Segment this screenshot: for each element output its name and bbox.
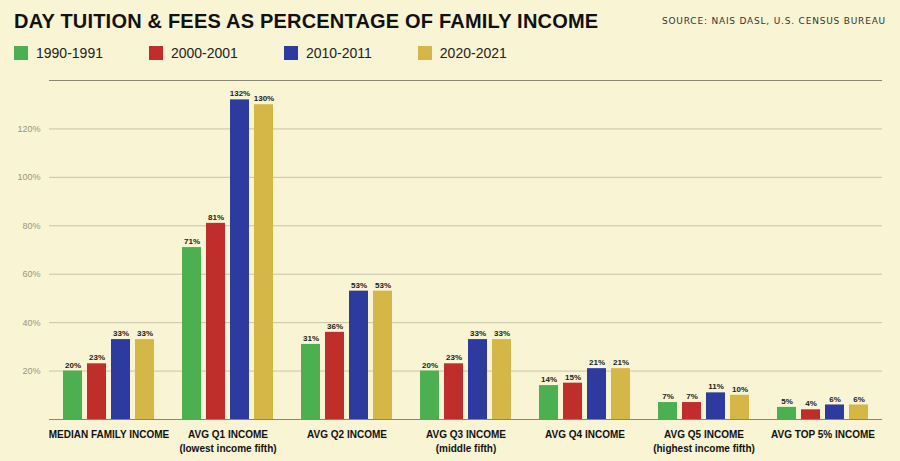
svg-text:31%: 31% [303,334,319,343]
svg-text:40%: 40% [22,318,40,328]
svg-text:100%: 100% [17,172,40,182]
svg-text:20%: 20% [22,366,40,376]
svg-text:60%: 60% [22,269,40,279]
svg-text:5%: 5% [781,397,793,406]
svg-text:MEDIAN FAMILY INCOME: MEDIAN FAMILY INCOME [49,429,170,440]
svg-text:120%: 120% [17,124,40,134]
svg-text:AVG Q5 INCOME(highest income f: AVG Q5 INCOME(highest income fifth) [653,429,755,454]
html-text:2020-2021: 2020-2021 [439,45,507,61]
svg-text:33%: 33% [494,329,510,338]
html-text:1990-1991: 1990-1991 [36,45,103,61]
svg-text:33%: 33% [137,329,153,338]
svg-text:AVG TOP 5% INCOME: AVG TOP 5% INCOME [771,429,875,440]
html-text:DAY TUITION & FEES AS PERCENTA: DAY TUITION & FEES AS PERCENTAGE OF FAMI… [14,9,599,32]
svg-text:53%: 53% [351,281,367,290]
svg-text:71%: 71% [184,237,200,246]
svg-text:AVG Q2 INCOME: AVG Q2 INCOME [307,429,387,440]
svg-text:6%: 6% [853,395,865,404]
svg-text:33%: 33% [113,329,129,338]
svg-text:20%: 20% [65,361,81,370]
svg-text:36%: 36% [327,322,343,331]
svg-text:AVG Q3 INCOME(middle fifth): AVG Q3 INCOME(middle fifth) [426,429,506,454]
svg-text:6%: 6% [829,395,841,404]
svg-text:33%: 33% [470,329,486,338]
svg-text:23%: 23% [446,353,462,362]
svg-text:AVG Q1 INCOME(lowest income fi: AVG Q1 INCOME(lowest income fifth) [179,429,276,454]
svg-text:53%: 53% [375,281,391,290]
svg-text:81%: 81% [208,213,224,222]
svg-text:80%: 80% [22,221,40,231]
svg-text:AVG Q4 INCOME: AVG Q4 INCOME [545,429,625,440]
svg-text:14%: 14% [541,375,557,384]
svg-text:10%: 10% [732,385,748,394]
svg-text:132%: 132% [230,89,250,98]
svg-text:130%: 130% [254,94,274,103]
html-text:2000-2001: 2000-2001 [171,45,238,61]
svg-text:21%: 21% [613,358,629,367]
svg-text:21%: 21% [589,358,605,367]
svg-text:4%: 4% [805,399,817,408]
html-text:SOURCE: NAIS DASL, U.S. CENSUS: SOURCE: NAIS DASL, U.S. CENSUS BUREAU [661,16,886,26]
svg-text:23%: 23% [89,353,105,362]
svg-text:15%: 15% [565,373,581,382]
svg-text:11%: 11% [708,382,724,391]
svg-text:7%: 7% [662,392,674,401]
svg-text:7%: 7% [686,392,698,401]
svg-text:20%: 20% [422,361,438,370]
html-text:2010-2011: 2010-2011 [305,45,372,61]
